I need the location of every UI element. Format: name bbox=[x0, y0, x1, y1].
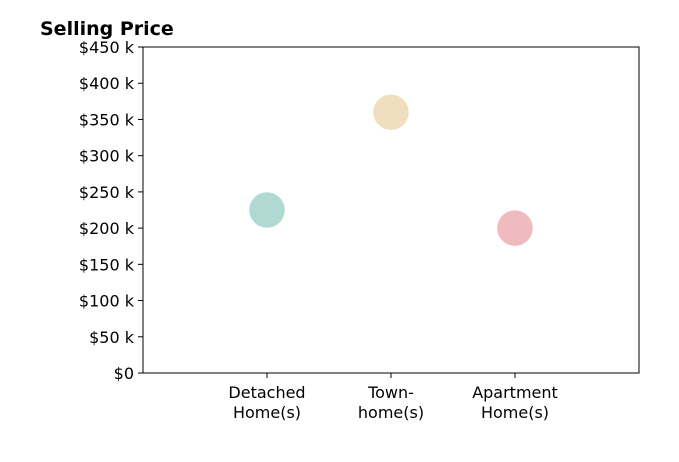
y-tick-label: $0 bbox=[114, 364, 134, 383]
y-tick-label: $250 k bbox=[79, 183, 135, 202]
y-axis: $0 $50 k $100 k $150 k $200 k $250 k $300 k $35… bbox=[79, 38, 143, 383]
y-tick-label: $450 k bbox=[79, 38, 135, 57]
data-point bbox=[249, 192, 285, 228]
x-category-label-line: Home(s) bbox=[233, 403, 301, 422]
y-tick-label: $100 k bbox=[79, 292, 135, 311]
y-tick-label: $350 k bbox=[79, 110, 135, 129]
y-tick-label: $200 k bbox=[79, 219, 135, 238]
x-category-label-line: Town- bbox=[367, 383, 414, 402]
y-tick-label: $50 k bbox=[89, 328, 135, 347]
x-category-label: Apartment Home(s) bbox=[472, 383, 558, 422]
chart-title: Selling Price bbox=[40, 18, 174, 40]
data-point bbox=[373, 94, 409, 130]
x-category-label: Town-home(s) bbox=[358, 383, 424, 422]
y-tick-label: $300 k bbox=[79, 147, 135, 166]
y-tick-label: $400 k bbox=[79, 74, 135, 93]
x-category-label-line: home(s) bbox=[358, 403, 424, 422]
x-category-label-line: Home(s) bbox=[481, 403, 549, 422]
data-points bbox=[249, 94, 533, 246]
data-point bbox=[497, 210, 533, 246]
x-category-label-line: Apartment bbox=[472, 383, 558, 402]
x-category-label-line: Detached bbox=[228, 383, 305, 402]
x-category-label: Detached Home(s) bbox=[228, 383, 305, 422]
x-axis: Detached Home(s)Town-home(s)Apartment Home… bbox=[228, 373, 558, 422]
y-tick-label: $150 k bbox=[79, 255, 135, 274]
